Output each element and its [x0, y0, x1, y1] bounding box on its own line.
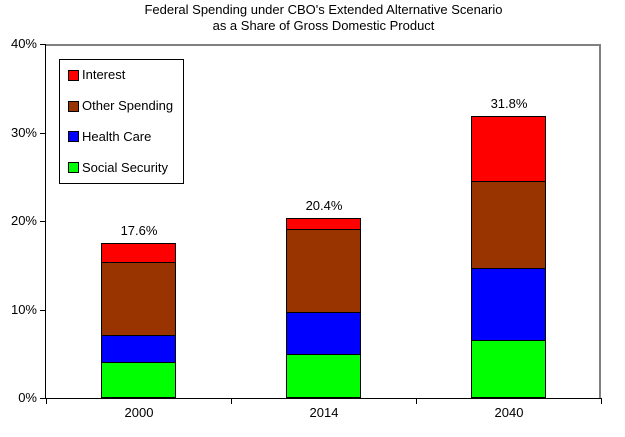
- x-axis-tick: [416, 399, 417, 404]
- legend: Interest Other Spending Health Care Social …: [59, 59, 184, 184]
- bar-segment-social-security: [286, 354, 361, 398]
- y-axis-tick-label: 0%: [18, 390, 37, 405]
- legend-label: Social Security: [82, 159, 168, 175]
- bar-segment-other-spending: [471, 181, 546, 269]
- x-axis-tick: [601, 399, 602, 404]
- bar-segment-social-security: [101, 362, 176, 398]
- y-axis-tick: [40, 221, 45, 222]
- bar-total-label: 17.6%: [120, 223, 158, 238]
- chart-title-line1: Federal Spending under CBO's Extended Al…: [144, 2, 503, 17]
- plot-area: [46, 44, 601, 398]
- chart-title: Federal Spending under CBO's Extended Al…: [46, 2, 601, 34]
- y-axis-tick: [40, 133, 45, 134]
- legend-label: Interest: [82, 67, 126, 83]
- y-axis-tick-label: 40%: [10, 36, 37, 51]
- bar-segment-interest: [101, 243, 176, 263]
- legend-label: Health Care: [82, 128, 152, 144]
- bar-segment-social-security: [471, 340, 546, 398]
- legend-item-health-care: Health Care: [68, 129, 183, 145]
- legend-swatch-health-care: [68, 131, 79, 143]
- legend-swatch-interest: [68, 69, 79, 81]
- bar-segment-other-spending: [286, 229, 361, 313]
- x-axis-line: [45, 398, 602, 399]
- legend-swatch-social-security: [68, 162, 79, 174]
- chart-title-line2: as a Share of Gross Domestic Product: [212, 18, 435, 33]
- bar-segment-interest: [286, 218, 361, 230]
- bar-total-label: 20.4%: [305, 198, 343, 213]
- legend-item-social-security: Social Security: [68, 160, 183, 176]
- x-axis-category-label: 2040: [494, 405, 524, 420]
- bar-segment-other-spending: [101, 262, 176, 336]
- legend-swatch-other-spending: [68, 100, 79, 112]
- x-axis-tick: [231, 399, 232, 404]
- bar-segment-health-care: [471, 268, 546, 341]
- x-axis-tick: [46, 399, 47, 404]
- legend-item-other-spending: Other Spending: [68, 98, 183, 114]
- y-axis-tick-label: 10%: [10, 302, 37, 317]
- x-axis-category-label: 2014: [309, 405, 339, 420]
- bar-segment-interest: [471, 116, 546, 182]
- bar-total-label: 31.8%: [490, 96, 528, 111]
- x-axis-category-label: 2000: [124, 405, 154, 420]
- y-axis-tick-label: 20%: [10, 213, 37, 228]
- y-axis-tick: [40, 310, 45, 311]
- y-axis-tick-label: 30%: [10, 125, 37, 140]
- legend-item-interest: Interest: [68, 67, 183, 83]
- y-axis-tick: [40, 44, 45, 45]
- bar-segment-health-care: [286, 312, 361, 355]
- bar-segment-health-care: [101, 335, 176, 363]
- y-axis-line: [45, 44, 46, 399]
- legend-label: Other Spending: [82, 98, 174, 114]
- y-axis-tick: [40, 398, 45, 399]
